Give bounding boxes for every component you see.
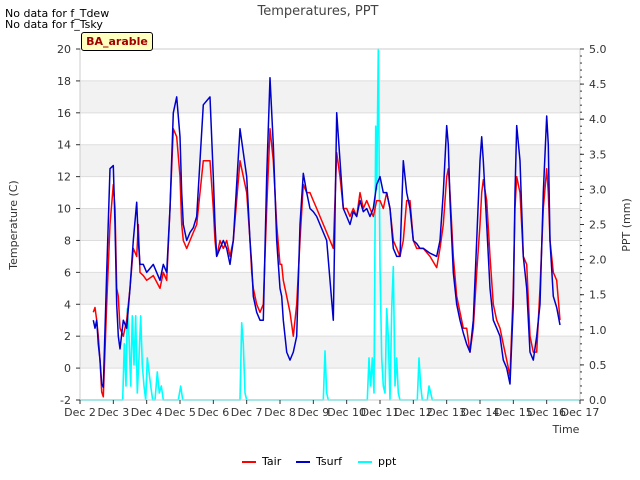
x-tick-label: Dec 10 <box>327 406 366 419</box>
y-left-tick-label: 4 <box>64 298 71 311</box>
x-tick-label: Dec 11 <box>361 406 400 419</box>
y-left-tick-label: 14 <box>57 139 71 152</box>
y-right-tick-label: 0.0 <box>589 394 607 407</box>
x-tick-label: Dec 7 <box>231 406 263 419</box>
background-band <box>80 144 580 177</box>
series-line-tair <box>92 128 561 398</box>
y-right-tick-label: 5.0 <box>589 43 607 56</box>
y-left-tick-label: 10 <box>57 203 71 216</box>
x-tick-label: Dec 12 <box>394 406 433 419</box>
x-axis-label: Time <box>552 423 580 436</box>
x-tick-label: Dec 9 <box>297 406 329 419</box>
y-right-tick-label: 2.0 <box>589 254 607 267</box>
x-tick-label: Dec 13 <box>427 406 466 419</box>
y-left-tick-label: 18 <box>57 75 71 88</box>
y-axis-right-label: PPT (mm) <box>620 198 633 252</box>
legend: Tair Tsurf ppt <box>242 455 397 468</box>
x-tick-label: Dec 16 <box>527 406 566 419</box>
y-right-tick-label: 0.5 <box>589 359 607 372</box>
y-right-tick-label: 4.5 <box>589 78 607 91</box>
y-left-tick-label: 6 <box>64 266 71 279</box>
x-tick-label: Dec 14 <box>461 406 500 419</box>
no-data-note-tdew: No data for f_Tdew <box>5 7 110 20</box>
legend-label-tsurf: Tsurf <box>315 455 343 468</box>
series-line-tsurf <box>92 76 561 388</box>
y-left-tick-label: 8 <box>64 234 71 247</box>
site-badge: BA_arable <box>81 32 153 51</box>
y-right-tick-label: 3.0 <box>589 183 607 196</box>
legend-label-tair: Tair <box>261 455 282 468</box>
x-tick-label: Dec 15 <box>494 406 533 419</box>
legend-label-ppt: ppt <box>378 455 397 468</box>
x-tick-label: Dec 6 <box>197 406 229 419</box>
x-tick-label: Dec 8 <box>264 406 296 419</box>
x-tick-label: Dec 5 <box>164 406 196 419</box>
y-right-tick-label: 1.5 <box>589 289 607 302</box>
no-data-note-tsky: No data for f_Tsky <box>5 18 103 31</box>
background-band <box>80 336 580 369</box>
background-band <box>80 208 580 241</box>
y-right-tick-label: 2.5 <box>589 219 607 232</box>
background-band <box>80 80 580 113</box>
y-right-tick-label: 1.0 <box>589 324 607 337</box>
y-left-tick-label: 0 <box>64 362 71 375</box>
y-axis-left-label: Temperature (C) <box>7 180 20 270</box>
chart-title: Temperatures, PPT <box>256 4 378 19</box>
y-left-tick-label: -2 <box>60 394 71 407</box>
x-tick-label: Dec 2 <box>64 406 96 419</box>
x-tick-label: Dec 3 <box>97 406 129 419</box>
y-right-tick-label: 3.5 <box>589 148 607 161</box>
y-left-tick-label: 12 <box>57 171 71 184</box>
x-tick-label: Dec 4 <box>131 406 163 419</box>
y-left-tick-label: 16 <box>57 107 71 120</box>
y-left-tick-label: 20 <box>57 43 71 56</box>
x-tick-label: Dec 17 <box>561 406 600 419</box>
y-right-tick-label: 4.0 <box>589 113 607 126</box>
y-left-tick-label: 2 <box>64 330 71 343</box>
